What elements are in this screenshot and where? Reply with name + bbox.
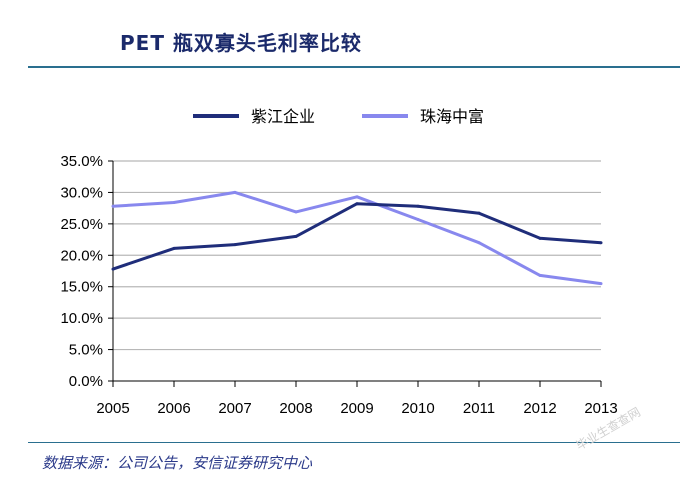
data-point [355,202,359,206]
x-tick-label: 2013 [584,400,617,417]
y-tick-label: 20.0% [60,247,103,264]
y-tick-label: 35.0% [60,153,103,170]
x-tick-label: 2006 [157,400,190,417]
data-point [172,200,176,204]
data-point [416,204,420,208]
data-point [294,234,298,238]
x-tick-label: 2007 [218,400,251,417]
chart-title: PET 瓶双寡头毛利率比较 [120,31,362,55]
legend-label: 紫江企业 [251,107,315,126]
data-point [233,190,237,194]
y-tick-label: 25.0% [60,216,103,233]
x-tick-label: 2009 [340,400,373,417]
x-tick-label: 2010 [401,400,434,417]
data-point [538,273,542,277]
series-line [112,190,602,286]
data-point [538,236,542,240]
y-tick-label: 15.0% [60,279,103,296]
data-point [111,267,115,271]
top-divider [28,66,680,68]
x-tick-label: 2005 [96,400,129,417]
source-note: 数据来源：公司公告，安信证券研究中心 [42,454,313,472]
y-tick-label: 5.0% [69,342,103,359]
series-line [112,202,602,271]
y-tick-label: 30.0% [60,184,103,201]
y-tick-label: 0.0% [69,373,103,390]
x-tick-label: 2012 [523,400,556,417]
data-point [111,204,115,208]
data-point [294,210,298,214]
data-point [477,211,481,215]
data-point [172,246,176,250]
data-point [233,243,237,247]
x-tick-label: 2011 [463,400,495,417]
y-tick-label: 10.0% [60,310,103,327]
data-point [416,217,420,221]
x-tick-label: 2008 [279,400,312,417]
legend-label: 珠海中富 [420,107,484,126]
bottom-divider [28,442,680,443]
data-point [599,282,603,286]
data-point [599,241,603,245]
data-point [355,195,359,199]
data-point [477,241,481,245]
